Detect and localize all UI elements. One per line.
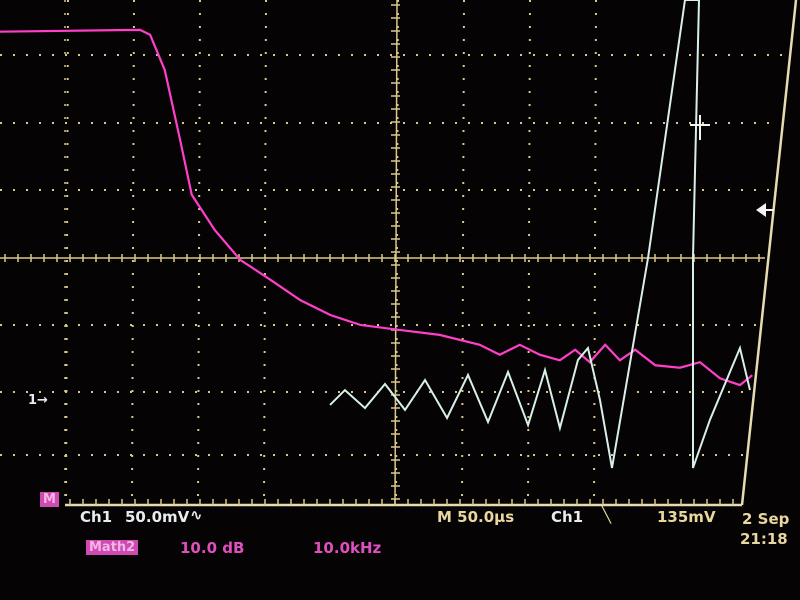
trigger-source: Ch1 xyxy=(551,508,584,526)
math2-trace xyxy=(0,28,753,387)
graticule-border-right xyxy=(740,0,798,506)
grid-line-vertical xyxy=(65,0,69,506)
trigger-slope-icon: ╲ xyxy=(602,506,612,524)
grid-line-vertical xyxy=(197,0,201,506)
grid-line-vertical xyxy=(263,0,267,506)
ch1-trace xyxy=(329,0,751,469)
grid-line-vertical xyxy=(527,0,531,506)
ch1-scale: 50.0mV xyxy=(125,508,190,526)
grid-line-vertical xyxy=(131,0,135,506)
math2-badge: Math2 xyxy=(86,540,139,555)
timebase: M 50.0µs xyxy=(437,508,515,526)
crosshair-icon xyxy=(690,115,710,140)
grid-line-vertical xyxy=(593,0,597,506)
date: 2 Sep xyxy=(742,510,790,528)
trigger-arrow-icon xyxy=(756,203,774,217)
math2-scale: 10.0 dB xyxy=(180,539,245,557)
graticule xyxy=(0,0,798,507)
math-marker: M xyxy=(40,492,59,507)
trigger-level: 135mV xyxy=(657,508,716,526)
time: 21:18 xyxy=(740,530,788,548)
ch1-label: Ch1 xyxy=(80,508,113,526)
grid-line-vertical xyxy=(461,0,465,506)
ch1-coupling: ∿ xyxy=(190,506,203,524)
ch1-ground-marker: 1→ xyxy=(28,393,48,408)
math2-frequency: 10.0kHz xyxy=(313,539,382,557)
